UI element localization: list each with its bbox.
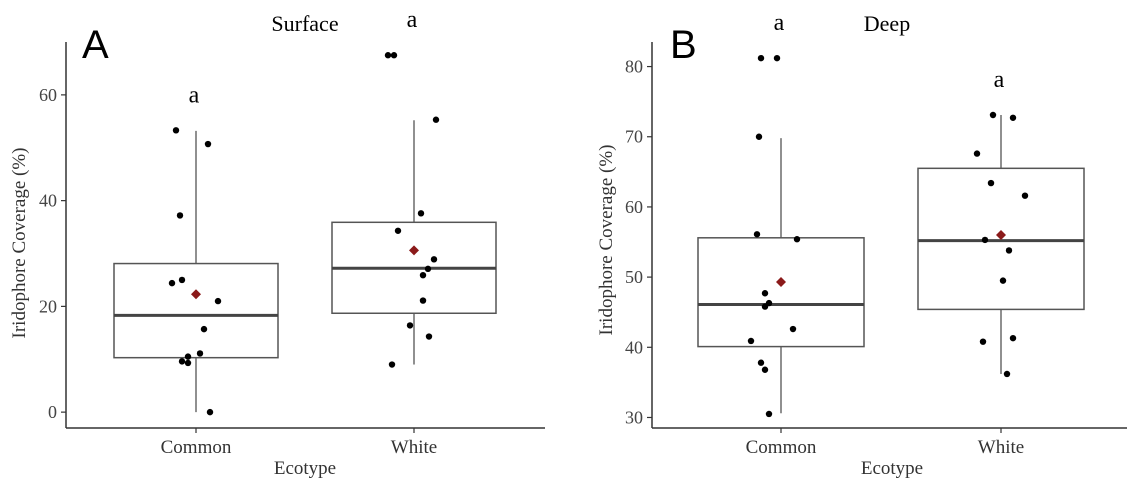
data-point <box>1005 247 1013 254</box>
x-tick-label: White <box>391 437 437 458</box>
data-point <box>172 127 180 134</box>
data-point <box>419 271 427 279</box>
data-point <box>425 333 433 340</box>
x-tick-label: Common <box>161 437 232 458</box>
data-point <box>989 111 997 119</box>
data-point <box>1003 370 1011 378</box>
panel-label: A <box>82 23 109 67</box>
data-point <box>793 236 801 243</box>
data-point <box>419 297 427 304</box>
data-point <box>176 212 184 219</box>
mean-marker <box>191 289 201 300</box>
data-point <box>999 277 1007 284</box>
data-point <box>204 140 212 148</box>
data-point <box>394 227 402 234</box>
data-point <box>755 133 763 140</box>
data-point <box>178 276 186 284</box>
mean-marker <box>409 245 419 256</box>
data-point <box>184 359 192 367</box>
chart-title: Deep <box>864 11 910 36</box>
box-iqr <box>917 167 1085 311</box>
data-point <box>200 325 208 333</box>
data-point <box>196 350 204 357</box>
data-point <box>417 210 425 217</box>
chart-title: Surface <box>271 11 338 36</box>
y-tick-label: 20 <box>39 296 57 316</box>
data-point <box>430 256 438 263</box>
y-tick-label: 30 <box>625 407 643 427</box>
data-point <box>765 410 773 418</box>
significance-letter: a <box>189 82 200 108</box>
panel-label: B <box>670 23 697 67</box>
mean-marker <box>776 277 786 288</box>
panel-surface: A Surface Ecotype Iridophore Coverage (%… <box>9 7 545 479</box>
y-axis-label: Iridophore Coverage (%) <box>9 148 30 339</box>
data-point <box>753 231 761 238</box>
x-axis-label: Ecotype <box>861 458 923 479</box>
data-point <box>973 150 981 157</box>
y-tick-label: 60 <box>39 85 57 105</box>
data-point <box>981 236 989 244</box>
data-point <box>184 353 192 360</box>
data-point <box>424 265 432 273</box>
data-point <box>1021 192 1029 199</box>
data-point <box>761 303 769 310</box>
data-point <box>747 337 755 345</box>
data-point <box>388 361 396 368</box>
plot-area: 30 40 50 60 70 80 Common White a a <box>625 10 1127 458</box>
y-tick-label: 40 <box>39 191 57 211</box>
x-tick-label: White <box>978 437 1024 458</box>
data-point <box>168 279 176 287</box>
x-axis-label: Ecotype <box>274 458 336 479</box>
significance-letter: a <box>994 67 1005 93</box>
box-iqr <box>113 262 279 359</box>
data-point <box>757 359 765 366</box>
y-tick-label: 60 <box>625 197 643 217</box>
mean-marker <box>996 230 1006 240</box>
data-point <box>214 297 222 305</box>
x-tick-label: Common <box>746 437 817 458</box>
data-point <box>1009 114 1017 121</box>
y-tick-label: 0 <box>48 402 57 422</box>
data-point <box>761 290 769 297</box>
data-point <box>384 52 392 59</box>
data-point <box>757 54 765 62</box>
y-tick-label: 80 <box>625 57 643 77</box>
data-point <box>206 408 214 416</box>
significance-letter: a <box>407 7 418 33</box>
y-tick-label: 50 <box>625 267 643 287</box>
data-point <box>406 322 414 329</box>
y-axis-label: Iridophore Coverage (%) <box>596 145 617 336</box>
data-point <box>987 179 995 187</box>
data-point <box>1009 334 1017 342</box>
plot-area: 0 20 40 60 Common White a a <box>39 7 545 458</box>
panel-deep: B Deep Ecotype Iridophore Coverage (%) 3… <box>596 10 1127 479</box>
y-tick-label: 70 <box>625 127 643 147</box>
data-point <box>390 52 398 59</box>
data-point <box>773 54 781 62</box>
data-point <box>178 358 186 365</box>
box-iqr <box>697 237 865 348</box>
data-point <box>432 116 440 123</box>
y-tick-label: 40 <box>625 337 643 357</box>
data-point <box>789 325 797 333</box>
data-point <box>761 366 769 373</box>
data-point <box>979 338 987 345</box>
significance-letter: a <box>774 10 785 36</box>
